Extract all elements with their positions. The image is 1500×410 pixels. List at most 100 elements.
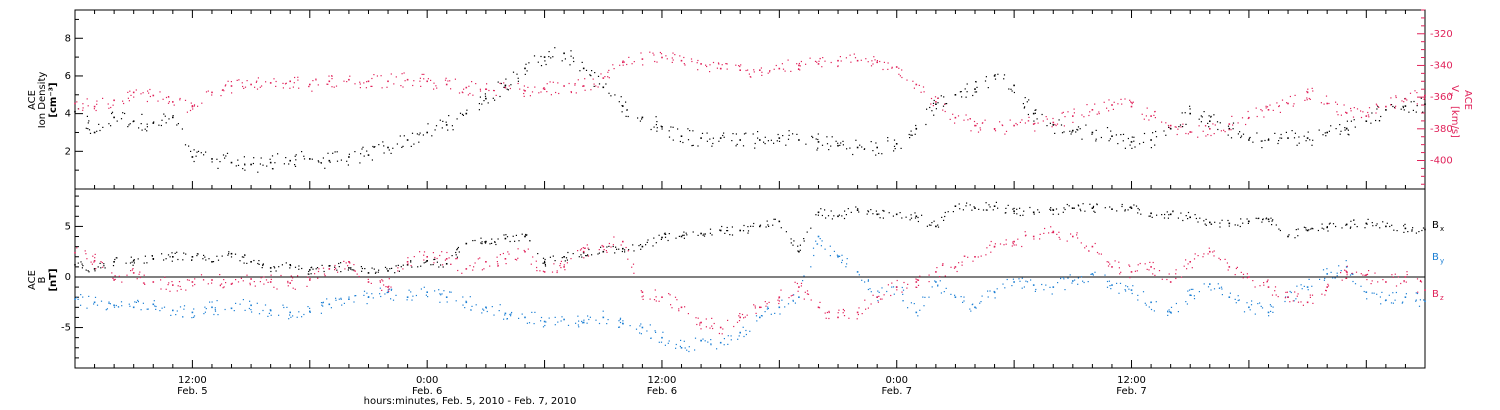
ion-density-series-sample (1013, 91, 1015, 94)
velocity-series-sample (1266, 106, 1269, 108)
by-series-sample (1392, 302, 1394, 304)
bz-series-sample (91, 263, 93, 265)
bx-series-sample (456, 249, 458, 251)
bx-series-point (778, 220, 781, 223)
bx-series-sample (400, 266, 402, 268)
bx-series-sample (1096, 203, 1098, 205)
velocity-series-sample (898, 73, 900, 75)
ion-density-series-sample (359, 162, 361, 164)
velocity-series-sample (133, 96, 135, 98)
bz-series-sample (402, 268, 404, 270)
by-series-sample (498, 310, 500, 312)
by-series-sample (766, 308, 768, 310)
velocity-series-sample (168, 96, 170, 98)
velocity-series-point (1032, 123, 1035, 125)
bx-series-sample (586, 255, 588, 257)
bz-series-point (582, 250, 585, 253)
velocity-series-sample (683, 56, 685, 59)
bz-series-sample (1139, 262, 1141, 265)
ion-density-series-sample (288, 163, 290, 165)
bz-series-sample (1346, 265, 1348, 267)
ion-density-series-sample (1249, 136, 1251, 139)
bx-series-sample (928, 224, 931, 226)
velocity-series-sample (1143, 118, 1145, 120)
ion-density-series-sample (1033, 120, 1035, 122)
bz-series-sample (1098, 253, 1100, 255)
ion-density-series-sample (937, 102, 939, 104)
ion-density-series-sample (242, 168, 244, 170)
by-series-sample (629, 325, 631, 327)
velocity-series-sample (735, 64, 737, 66)
bx-series-sample (767, 224, 769, 226)
bz-series-sample (999, 243, 1002, 245)
ion-density-series-sample (161, 119, 163, 121)
by-series-sample (1301, 288, 1303, 290)
velocity-series-sample (538, 92, 540, 94)
ion-density-series-sample (87, 128, 89, 130)
ion-density-series-sample (195, 155, 197, 157)
bx-series-point (309, 269, 311, 271)
ion-density-series-sample (1184, 112, 1186, 114)
bx-series-point (719, 229, 722, 232)
bx-series-sample (647, 239, 649, 241)
ion-density-series-sample (203, 154, 205, 156)
velocity-series-sample (275, 80, 277, 83)
by-series-sample (1246, 302, 1248, 304)
bz-series-sample (1242, 273, 1245, 275)
ion-density-series-sample (893, 145, 896, 147)
bx-series-sample (82, 265, 84, 267)
by-series-sample (560, 320, 562, 322)
velocity-series-sample (957, 115, 960, 117)
bz-series-sample (1312, 302, 1314, 304)
ion-density-series-sample (975, 81, 977, 83)
velocity-ylabel-sub: x (1447, 92, 1455, 96)
bz-series-sample (1148, 269, 1150, 271)
velocity-series-sample (412, 84, 414, 87)
density-ytick-label: 4 (65, 109, 71, 120)
bx-series-sample (258, 263, 260, 265)
ion-density-series-sample (812, 136, 814, 139)
ion-density-series-sample (1344, 129, 1346, 131)
ion-density-series-sample (961, 96, 963, 98)
bx-series-sample (1240, 218, 1242, 220)
ion-density-series-sample (821, 144, 824, 146)
ion-density-series-sample (262, 164, 264, 166)
velocity-series-sample (891, 67, 893, 69)
ion-density-series-sample (722, 134, 724, 137)
bz-series-sample (442, 264, 444, 266)
by-series-sample (128, 303, 130, 305)
bz-series-sample (687, 313, 689, 315)
bx-series-sample (457, 246, 459, 249)
by-series-sample (1221, 294, 1223, 296)
ion-density-series-sample (163, 113, 165, 115)
bz-series-point (1150, 266, 1152, 268)
velocity-series-sample (781, 63, 783, 65)
ion-density-series-sample (348, 153, 350, 155)
velocity-series-sample (1260, 109, 1262, 111)
velocity-series-sample (709, 64, 711, 66)
bz-series-sample (131, 269, 133, 271)
bz-series-sample (317, 277, 319, 279)
by-series-sample (455, 300, 457, 302)
bz-series-sample (800, 285, 802, 287)
bz-series-sample (1051, 232, 1053, 234)
velocity-series-sample (799, 69, 801, 71)
ion-density-series-sample (870, 141, 872, 143)
bx-series-sample (838, 214, 840, 216)
bx-series-sample (301, 267, 303, 270)
by-series-sample (1319, 278, 1321, 280)
bx-series-sample (1311, 227, 1313, 229)
by-series-sample (216, 300, 218, 302)
by-series-sample (423, 286, 425, 288)
bz-series-sample (612, 244, 614, 246)
by-series-sample (1063, 278, 1065, 280)
bx-series-sample (1005, 207, 1007, 209)
ion-density-series-sample (687, 139, 690, 141)
bx-series-sample (930, 224, 932, 226)
bx-series-sample (212, 261, 215, 263)
bx-series-sample (423, 262, 425, 264)
bx-series-sample (1052, 213, 1054, 215)
bx-series-sample (1418, 231, 1420, 233)
bx-series-sample (526, 234, 528, 236)
